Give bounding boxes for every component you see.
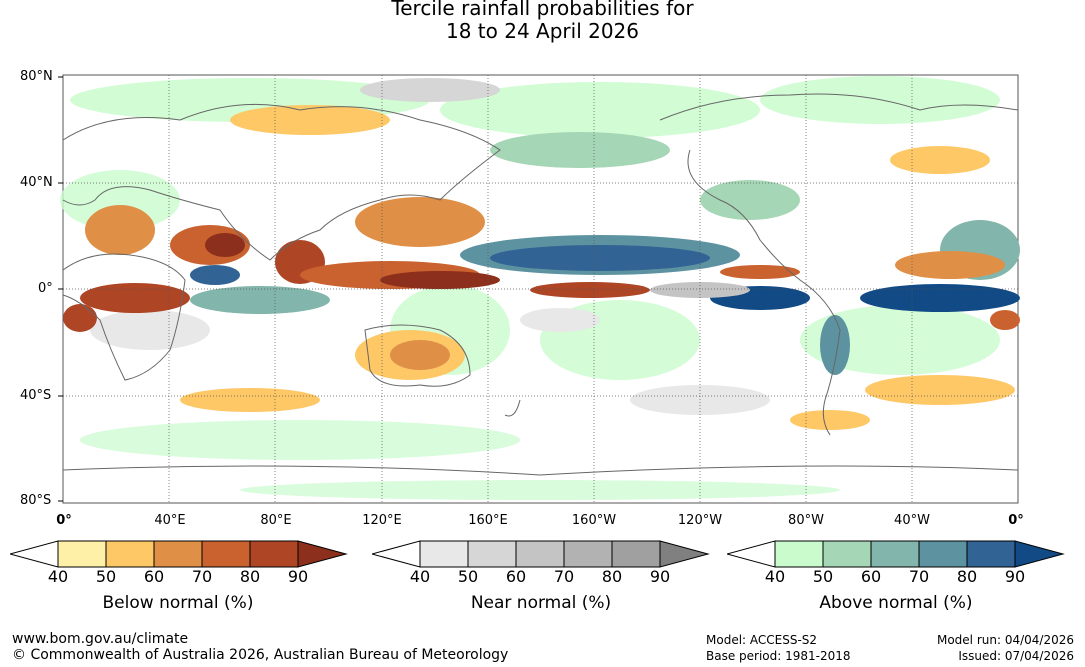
footer-issued: Issued: 07/04/2026 [958, 649, 1074, 663]
lon-label-0-right: 0° [1008, 513, 1024, 528]
legend-above-swatch-3 [918, 540, 968, 568]
footer-base-period: Base period: 1981-2018 [706, 649, 851, 663]
lon-label-120e: 120°E [362, 513, 402, 528]
lon-label-0-left: 0° [56, 513, 72, 528]
legend-near-swatch-1 [467, 540, 517, 568]
legend-below-swatch-1 [105, 540, 155, 568]
legend-near-normal-bar [372, 540, 710, 568]
legend-near-swatch-3 [563, 540, 613, 568]
lon-label-80w: 80°W [788, 513, 824, 528]
footer-model-run: Model run: 04/04/2026 [936, 633, 1074, 647]
lat-label-40n: 40°N [20, 175, 53, 190]
lon-label-40w: 40°W [894, 513, 930, 528]
legend-below-swatch-2 [153, 540, 203, 568]
legend-below-title: Below normal (%) [102, 593, 254, 613]
footer-model: Model: ACCESS-S2 [706, 633, 818, 647]
legend-below-swatch-4 [249, 540, 299, 568]
lat-label-0: 0° [38, 281, 53, 296]
legend-near-swatch-0 [419, 540, 469, 568]
coastlines [62, 93, 1019, 476]
legend-below-swatch-5 [297, 540, 348, 568]
legend-below-swatch-0 [57, 540, 107, 568]
legend-above-swatch-5 [1014, 540, 1065, 568]
legend-near-swatch-2 [515, 540, 565, 568]
legend-near-swatch-4 [611, 540, 661, 568]
legend-near-title: Near normal (%) [470, 593, 612, 613]
lat-label-80s: 80°S [20, 493, 52, 508]
lon-label-80e: 80°E [260, 513, 292, 528]
lon-label-160e: 160°E [468, 513, 508, 528]
lat-label-80n: 80°N [20, 69, 53, 84]
legend-above-swatch-0 [774, 540, 824, 568]
lon-label-120w: 120°W [677, 513, 723, 528]
footer-url[interactable]: www.bom.gov.au/climate [12, 631, 189, 647]
legend-below-normal-bar [10, 540, 348, 568]
map-title-line2: 18 to 24 April 2026 [445, 19, 640, 43]
legend-above-title: Above normal (%) [819, 593, 973, 613]
legend-above-normal-bar [727, 540, 1065, 568]
legend-near-swatch-5 [659, 540, 710, 568]
graticule [63, 75, 1018, 503]
lon-label-40e: 40°E [154, 513, 186, 528]
legend-above-swatch-4 [966, 540, 1016, 568]
footer-copyright: © Commonwealth of Australia 2026, Austra… [12, 647, 509, 663]
lon-label-160w: 160°W [571, 513, 617, 528]
map-title-line1: Tercile rainfall probabilities for [391, 0, 694, 20]
legend-above-swatch-2 [870, 540, 920, 568]
legend-below-swatch-3 [201, 540, 251, 568]
lat-label-40s: 40°S [20, 388, 52, 403]
legend-above-swatch-1 [822, 540, 872, 568]
